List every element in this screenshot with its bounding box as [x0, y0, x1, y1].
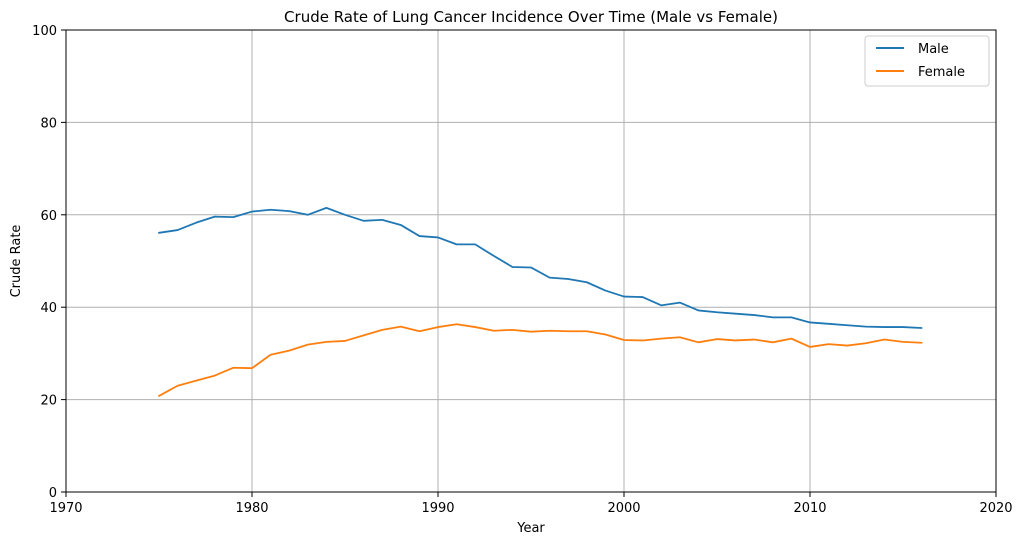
series-lines	[158, 206, 923, 397]
y-tick-label: 100	[32, 24, 57, 39]
x-axis-label: Year	[516, 521, 545, 536]
y-tick-label: 60	[40, 209, 57, 224]
y-axis-ticks: 0 20 40 60 80 100	[32, 24, 66, 501]
chart-title: Crude Rate of Lung Cancer Incidence Over…	[284, 8, 778, 26]
x-tick-label: 1980	[235, 501, 268, 516]
x-tick-label: 1990	[421, 501, 454, 516]
x-tick-label: 2010	[793, 501, 826, 516]
x-tick-label: 2020	[979, 501, 1012, 516]
x-tick-label: 2000	[607, 501, 640, 516]
y-tick-label: 40	[40, 301, 57, 316]
series-line-male	[158, 206, 923, 329]
gridlines	[65, 29, 997, 493]
x-axis-ticks: 1970 1980 1990 2000 2010 2020	[49, 492, 1013, 516]
legend-label-male: Male	[918, 42, 949, 57]
series-line-female	[158, 323, 923, 397]
y-tick-label: 20	[40, 394, 57, 409]
y-axis-label: Crude Rate	[9, 225, 24, 298]
x-tick-label: 1970	[49, 501, 82, 516]
legend-label-female: Female	[918, 65, 965, 80]
y-tick-label: 0	[49, 486, 57, 501]
y-tick-label: 80	[40, 116, 57, 131]
plot-frame	[65, 29, 997, 493]
legend: Male Female	[864, 35, 990, 87]
